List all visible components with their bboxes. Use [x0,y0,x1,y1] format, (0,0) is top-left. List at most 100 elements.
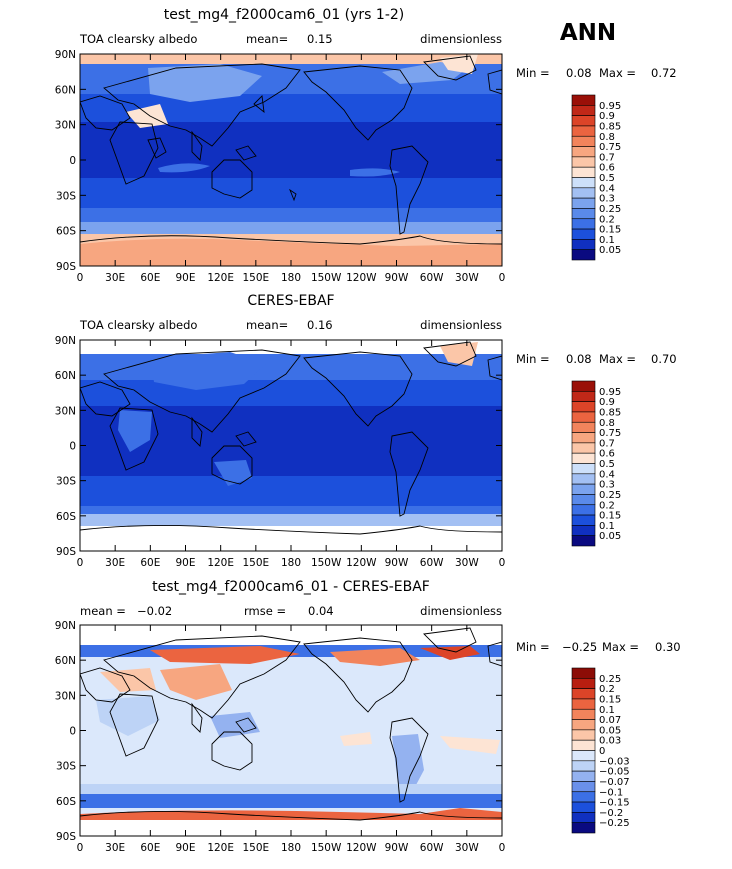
lon-tick-label: 0 [499,272,506,284]
colorbar-label: 0.4 [599,183,615,194]
colorbar-swatch [571,411,596,423]
lon-tick-label: 30E [105,842,125,854]
colorbar-label: 0.15 [599,511,621,522]
colorbar-swatch [571,791,596,803]
units-label: dimensionless [420,32,502,46]
map-field [80,625,502,836]
lat-tick-label: 90S [56,261,76,273]
lon-tick-label: 90E [176,272,196,284]
colorbar-swatch [571,218,596,230]
colorbar-swatch [571,401,596,413]
colorbar-label: 0.9 [599,397,615,408]
colorbar-label: −0.25 [599,818,630,829]
colorbar-label: 0.15 [599,225,621,236]
colorbar-swatch [571,421,596,433]
season-label: ANN [560,20,616,46]
max-value: 0.70 [651,352,677,366]
colorbar-swatch [571,156,596,168]
lon-tick-label: 150E [242,842,269,854]
lon-tick-label: 0 [77,272,84,284]
colorbar-label: 0 [599,746,605,757]
rmse-value: 0.04 [308,604,334,618]
colorbar-label: 0.85 [599,407,621,418]
lat-tick-label: 30S [56,476,76,488]
mean-value: −0.02 [137,604,172,618]
colorbar-label: 0.07 [599,715,621,726]
lon-tick-label: 150W [311,842,342,854]
min-value: 0.08 [566,66,592,80]
min-label: Min = [516,352,550,366]
colorbar-swatch [571,483,596,495]
panel-title: test_mg4_f2000cam6_01 (yrs 1-2) [164,7,405,23]
colorbar-swatch [571,781,596,793]
colorbar-swatch [571,525,596,536]
colorbar-label: −0.15 [599,798,630,809]
units-label: dimensionless [420,318,502,332]
colorbar-swatch [571,678,596,689]
lat-tick-label: 60S [56,511,76,523]
colorbar-label: 0.4 [599,469,615,480]
lon-tick-label: 90E [176,557,196,569]
colorbar-label: −0.05 [599,767,630,778]
colorbar-label: 0.25 [599,490,621,501]
colorbar-label: 0.8 [599,132,615,143]
colorbar-swatch [571,442,596,454]
colorbar-swatch [571,463,596,475]
colorbar-label: 0.05 [599,531,621,542]
colorbar-swatch [571,514,596,526]
lon-tick-label: 180 [281,842,301,854]
max-label: Max = [599,66,636,80]
colorbar-label: 0.25 [599,204,621,215]
colorbar-label: −0.2 [599,808,623,819]
colorbar-swatch [571,177,596,189]
colorbar-swatch [571,146,596,158]
colorbar-swatch [571,698,596,710]
panel-test-model: test_mg4_f2000cam6_01 (yrs 1-2) TOA clea… [55,7,677,284]
lat-tick-label: 60S [56,226,76,238]
colorbar-swatch [571,801,596,813]
coastlines [80,55,502,245]
colorbar-swatch [571,432,596,444]
colorbar-swatch [571,504,596,516]
lat-tick-label: 30S [56,761,76,773]
lat-tick-label: 90N [55,620,76,632]
lon-tick-label: 180 [281,557,301,569]
colorbar-swatch [571,208,596,220]
lat-tick-label: 60N [55,84,76,96]
colorbar-swatch [571,750,596,762]
variable-label: TOA clearsky albedo [79,32,197,46]
lon-tick-label: 180 [281,272,301,284]
lon-tick-label: 150E [242,272,269,284]
colorbar-swatch [571,667,596,679]
colorbar-swatch [571,770,596,782]
lat-tick-label: 60N [55,370,76,382]
colorbar-swatch [571,473,596,485]
colorbar-swatch [571,197,596,209]
colorbar-label: 0.03 [599,736,621,747]
colorbar-swatch [571,822,596,834]
colorbar-swatch [571,719,596,731]
lat-tick-label: 0 [69,155,76,167]
colorbar-label: 0.1 [599,521,615,532]
colorbar-swatch [571,708,596,720]
colorbar-swatch [571,249,596,261]
colorbar-label: 0.1 [599,235,615,246]
lat-tick-label: 60N [55,655,76,667]
lon-tick-label: 150E [242,557,269,569]
colorbar-label: 0.1 [599,705,615,716]
lat-tick-label: 90S [56,831,76,843]
lon-tick-label: 90W [385,842,409,854]
panel-difference: test_mg4_f2000cam6_01 - CERES-EBAF mean … [55,579,681,854]
lat-tick-label: 30N [55,120,76,132]
lat-tick-label: 30S [56,190,76,202]
lat-tick-label: 60S [56,796,76,808]
colorbar-label: −0.03 [599,756,630,767]
lon-tick-label: 90E [176,842,196,854]
lon-tick-label: 90W [385,272,409,284]
colorbar-label: 0.5 [599,459,615,470]
map-field [80,54,502,266]
lon-tick-label: 30E [105,272,125,284]
colorbar-swatch [571,115,596,127]
panel-observations: CERES-EBAF TOA clearsky albedo mean= 0.1… [55,293,677,569]
